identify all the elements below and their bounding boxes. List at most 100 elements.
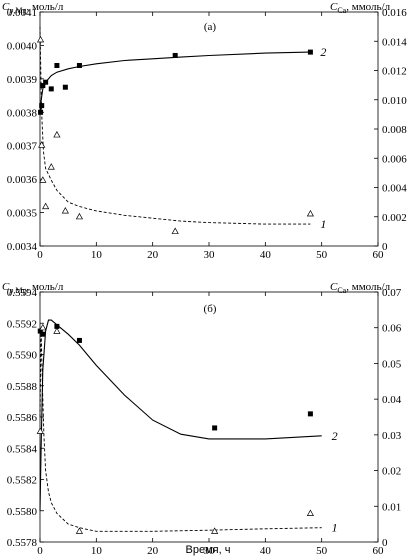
data-point-triangle	[211, 527, 219, 534]
data-point-triangle	[306, 509, 314, 516]
data-point-square	[307, 411, 313, 417]
x-tick-label: 20	[147, 545, 159, 557]
panel-b-y-right-title: CCa, ммоль/л	[330, 281, 391, 295]
data-point-square	[39, 103, 45, 109]
data-point-triangle	[53, 130, 61, 138]
x-tick-label: 0	[37, 545, 43, 557]
data-point-square	[38, 109, 44, 115]
y-left-tick-label: 0.0039	[7, 74, 38, 86]
data-point-triangle	[171, 227, 179, 234]
y-left-tick-label: 0.5592	[7, 318, 37, 330]
x-tick-label: 10	[91, 249, 103, 261]
series-label-2: 2	[320, 45, 326, 59]
data-point-triangle	[39, 176, 47, 183]
y-right-tick-label: 0	[382, 241, 388, 253]
y-right-tick-label: 0.016	[382, 7, 407, 19]
y-left-tick-label: 0.0041	[7, 7, 37, 19]
panel-b-x-title: Время, ч	[186, 544, 231, 556]
x-tick-label: 20	[147, 249, 159, 261]
plot-frame	[39, 291, 379, 543]
panel-b-y-left-title: Cp,Mg, моль/л	[2, 281, 64, 295]
series-label-1: 1	[320, 217, 326, 231]
y-right-tick-label: 0	[382, 537, 388, 549]
y-right-tick-label: 0.01	[382, 501, 401, 513]
panel-b: Cp,Mg, моль/л CCa, ммоль/л (б) Время, ч	[2, 281, 391, 556]
y-left-tick-label: 0.5586	[7, 412, 38, 424]
y-right-tick-label: 0.004	[382, 183, 407, 195]
data-point-triangle	[61, 206, 69, 214]
data-point-square	[48, 86, 54, 92]
data-point-square	[40, 83, 46, 89]
data-point-triangle	[39, 323, 47, 331]
y-right-tick-label: 0.06	[382, 323, 402, 335]
plot-a: 0 10 20 30 40 50 600.00340.00350.00360.00370.0…	[7, 7, 408, 261]
data-point-triangle	[47, 163, 55, 170]
x-tick-label: 50	[316, 249, 328, 261]
data-point-square	[76, 62, 82, 68]
data-point-square	[40, 331, 46, 337]
data-point-triangle	[36, 427, 44, 434]
data-point-triangle	[53, 327, 61, 334]
x-tick-label: 10	[91, 545, 103, 557]
data-point-square	[307, 49, 313, 55]
series-label-1: 1	[332, 521, 338, 535]
x-tick-label: 40	[260, 249, 272, 261]
fit-curve-1	[39, 327, 322, 532]
panel-b-label: (б)	[204, 303, 217, 315]
y-left-tick-label: 0.0036	[7, 174, 38, 186]
data-point-square	[54, 323, 60, 329]
panel-a: Cp,Mg, моль/л CCa, ммоль/л (а)	[2, 1, 391, 33]
x-tick-label: 60	[373, 249, 385, 261]
x-tick-label: 40	[260, 545, 272, 557]
y-left-tick-label: 0.5590	[7, 350, 38, 362]
data-point-triangle	[38, 141, 46, 148]
y-right-tick-label: 0.012	[382, 66, 407, 78]
data-point-square	[62, 84, 68, 90]
x-tick-label: 30	[204, 249, 216, 261]
panel-a-label: (а)	[204, 21, 217, 33]
data-point-triangle	[306, 209, 314, 217]
y-right-tick-label: 0.006	[382, 153, 407, 165]
data-point-triangle	[75, 212, 84, 220]
y-left-tick-label: 0.0035	[7, 208, 38, 220]
y-right-tick-label: 0.008	[382, 124, 407, 136]
plot-layer: 0 10 20 30 40 50 600.00340.00350.00360.00370.0…	[7, 7, 408, 557]
series-label-2: 2	[332, 429, 338, 443]
data-point-triangle	[42, 202, 50, 210]
data-point-square	[43, 79, 49, 85]
y-left-tick-label: 0.5594	[7, 287, 38, 299]
y-right-tick-label: 0.04	[382, 394, 402, 406]
y-right-tick-label: 0.010	[382, 95, 407, 107]
x-tick-label: 50	[316, 545, 328, 557]
y-right-tick-label: 0.002	[382, 212, 407, 224]
y-left-tick-label: 0.0040	[7, 40, 38, 52]
y-left-tick-label: 0.5584	[7, 443, 38, 455]
data-point-square	[37, 328, 43, 334]
y-right-tick-label: 0.07	[382, 287, 402, 299]
plot-b: 0 10 20 30 40 50 600.55780.55800.55820.55840.5…	[7, 287, 402, 557]
y-right-tick-label: 0.03	[382, 430, 402, 442]
y-left-tick-label: 0.5582	[7, 475, 37, 487]
panel-a-y-right-title: CCa, ммоль/л	[330, 1, 391, 15]
y-left-tick-label: 0.5580	[7, 506, 38, 518]
y-right-tick-label: 0.014	[382, 36, 407, 48]
y-left-tick-label: 0.5588	[7, 381, 38, 393]
data-point-square	[54, 62, 60, 68]
data-point-triangle	[75, 527, 84, 534]
y-left-tick-label: 0.0034	[7, 241, 38, 253]
fit-curve-2	[39, 319, 322, 511]
x-tick-label: 30	[204, 545, 216, 557]
y-left-tick-label: 0.5578	[7, 537, 38, 549]
data-point-triangle	[36, 35, 45, 43]
y-left-tick-label: 0.0038	[7, 107, 38, 119]
plot-frame	[39, 11, 379, 247]
fit-curve-2	[39, 51, 311, 113]
x-tick-label: 60	[373, 545, 385, 557]
y-left-tick-label: 0.0037	[7, 141, 38, 153]
data-point-square	[212, 425, 218, 431]
fit-curve-1	[39, 26, 311, 225]
x-tick-label: 0	[37, 249, 43, 261]
data-point-square	[76, 337, 82, 343]
y-right-tick-label: 0.02	[382, 466, 401, 478]
